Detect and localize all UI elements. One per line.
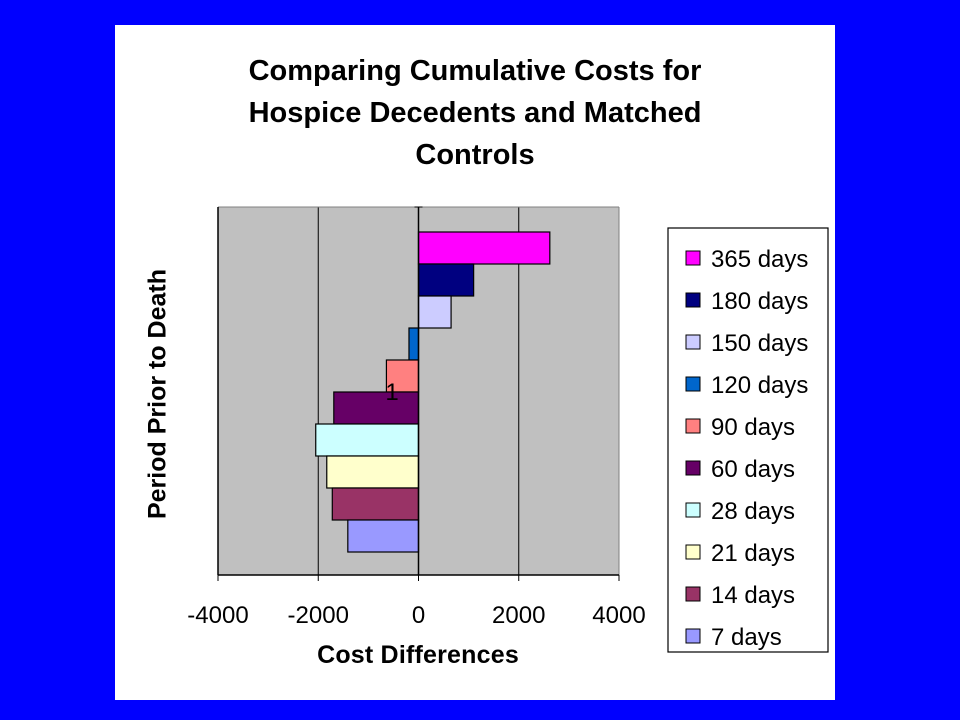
legend-swatch-90-days <box>685 418 701 434</box>
legend-label: 14 days <box>711 582 795 609</box>
legend-swatch-21-days <box>685 544 701 560</box>
legend-swatch-120-days <box>685 376 701 392</box>
legend-label: 60 days <box>711 456 795 483</box>
bar-150-days <box>417 295 452 329</box>
legend-label: 28 days <box>711 498 795 525</box>
bar-365-days <box>417 231 551 265</box>
legend-label: 7 days <box>711 624 782 651</box>
bar-7-days <box>347 519 420 553</box>
legend-swatch-180-days <box>685 292 701 308</box>
legend-label: 365 days <box>711 246 808 273</box>
bar-14-days <box>331 487 420 521</box>
chart-title: Comparing Cumulative Costs for Hospice D… <box>115 50 835 176</box>
chart-title-line-1: Comparing Cumulative Costs for <box>248 55 702 87</box>
bar-120-days <box>408 327 420 361</box>
legend-label: 150 days <box>711 330 808 357</box>
bar-21-days <box>326 455 420 489</box>
bar-28-days <box>315 423 420 457</box>
legend-label: 180 days <box>711 288 808 315</box>
legend-swatch-7-days <box>685 628 701 644</box>
chart-title-line-3: Controls <box>415 139 535 171</box>
x-tick-label: 2000 <box>492 602 545 629</box>
legend-swatch-60-days <box>685 460 701 476</box>
legend-label: 21 days <box>711 540 795 567</box>
x-tick-label: -4000 <box>187 602 248 629</box>
bar-180-days <box>417 263 475 297</box>
legend-swatch-365-days <box>685 250 701 266</box>
bar-60-days <box>333 391 420 425</box>
legend-swatch-14-days <box>685 586 701 602</box>
y-tick-label: 1 <box>385 379 398 406</box>
x-tick-label: 4000 <box>592 602 645 629</box>
legend-label: 120 days <box>711 372 808 399</box>
x-tick-label: -2000 <box>288 602 349 629</box>
x-axis-label: Cost Differences <box>317 641 519 669</box>
legend-swatch-150-days <box>685 334 701 350</box>
y-axis-label: Period Prior to Death <box>143 268 172 520</box>
legend-label: 90 days <box>711 414 795 441</box>
chart-title-line-2: Hospice Decedents and Matched <box>248 97 702 129</box>
legend-swatch-28-days <box>685 502 701 518</box>
x-tick-label: 0 <box>412 602 425 629</box>
